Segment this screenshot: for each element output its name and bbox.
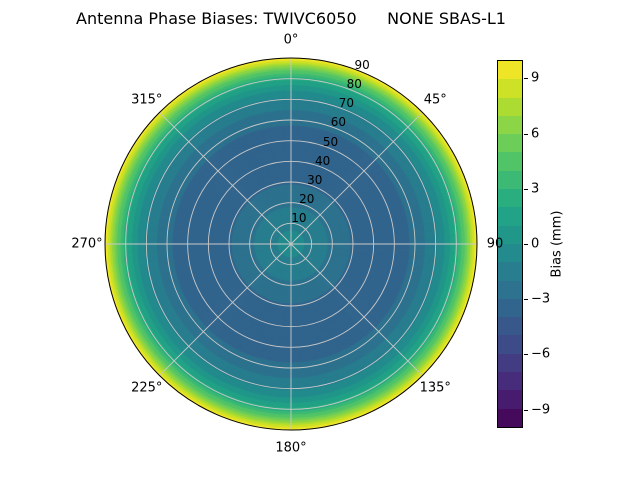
colorbar-tick-mark	[524, 244, 528, 245]
colorbar-band	[498, 115, 522, 135]
theta-label-225: 225°	[131, 380, 163, 396]
colorbar-band	[498, 79, 522, 98]
colorbar-band	[498, 262, 522, 281]
radial-tick-label-20: 20	[299, 191, 315, 206]
colorbar-band	[498, 317, 522, 336]
radial-tick-label-50: 50	[322, 134, 339, 149]
colorbar-band	[498, 61, 522, 80]
colorbar-tick-label--6: −6	[531, 346, 551, 362]
colorbar-band	[498, 170, 522, 190]
colorbar-band	[498, 97, 522, 116]
colorbar-band	[498, 298, 522, 318]
colorbar-tick-label-3: 3	[531, 181, 540, 197]
colorbar-tick-label-9: 9	[531, 70, 540, 86]
radial-tick-label-40: 40	[314, 153, 331, 168]
colorbar-band	[498, 225, 522, 244]
theta-label-180: 180°	[275, 440, 307, 456]
colorbar-tick-mark	[524, 299, 528, 301]
theta-label-270: 270°	[71, 236, 103, 252]
colorbar-band	[498, 152, 522, 171]
colorbar	[497, 60, 523, 428]
colorbar-label: Bias (mm)	[549, 210, 565, 278]
colorbar-tick-mark	[524, 354, 528, 356]
colorbar-band	[498, 390, 522, 409]
theta-label-135: 135°	[419, 380, 451, 396]
colorbar-band	[498, 280, 522, 299]
theta-label-315: 315°	[131, 92, 163, 108]
colorbar-tick-mark	[524, 78, 528, 80]
colorbar-band	[498, 353, 522, 373]
theta-label-45: 45°	[423, 92, 447, 108]
radial-tick-label-90: 90	[354, 58, 370, 73]
colorbar-band	[498, 243, 522, 263]
colorbar-tick-mark	[524, 188, 528, 190]
chart-title: Antenna Phase Biases: TWIVC6050 NONE SBA…	[76, 9, 506, 28]
theta-label-0: 0°	[283, 32, 299, 48]
colorbar-band	[498, 134, 522, 153]
colorbar-tick-mark	[524, 409, 528, 411]
radial-tick-label-30: 30	[307, 172, 323, 187]
colorbar-tick-label--3: −3	[531, 291, 551, 307]
radial-tick-label-10: 10	[291, 210, 307, 225]
colorbar-band	[498, 372, 522, 391]
colorbar-tick-label-6: 6	[531, 126, 540, 142]
colorbar-band	[498, 189, 522, 208]
colorbar-tick-label-0: 0	[531, 236, 540, 252]
polar-contour-plot	[104, 57, 478, 431]
radial-tick-label-70: 70	[338, 96, 354, 111]
colorbar-tick-label--9: −9	[531, 402, 551, 418]
radial-tick-label-60: 60	[330, 115, 347, 130]
colorbar-tick-mark	[524, 133, 528, 135]
radial-tick-label-80: 80	[346, 77, 362, 92]
colorbar-band	[498, 335, 522, 354]
theta-label-90: 90	[486, 236, 504, 252]
colorbar-band	[498, 408, 522, 427]
colorbar-band	[498, 207, 522, 226]
